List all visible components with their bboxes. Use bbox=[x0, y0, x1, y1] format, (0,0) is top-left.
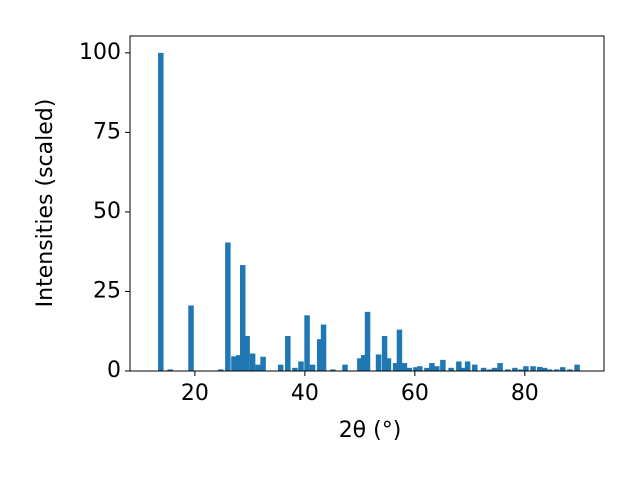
bar bbox=[385, 358, 392, 371]
bar bbox=[392, 363, 399, 371]
bar bbox=[401, 363, 408, 371]
bar bbox=[255, 364, 261, 371]
bar bbox=[417, 366, 423, 371]
x-tick-label: 80 bbox=[511, 381, 539, 406]
bar bbox=[292, 367, 298, 371]
bar bbox=[560, 367, 566, 371]
bar bbox=[440, 359, 446, 371]
bar bbox=[512, 367, 518, 371]
bar bbox=[464, 361, 471, 371]
bar bbox=[536, 366, 543, 371]
y-axis-label: Intensities (scaled) bbox=[33, 99, 58, 308]
bar bbox=[553, 369, 560, 371]
bar bbox=[456, 361, 462, 371]
x-tick-label: 20 bbox=[181, 381, 209, 406]
bar bbox=[461, 367, 467, 371]
bar bbox=[342, 364, 348, 371]
y-tick-label: 50 bbox=[93, 199, 121, 224]
bar bbox=[298, 361, 304, 371]
bar bbox=[546, 369, 553, 371]
bar bbox=[505, 369, 511, 371]
bar bbox=[574, 364, 580, 371]
bar bbox=[167, 369, 173, 371]
bar bbox=[320, 324, 327, 371]
bar bbox=[523, 366, 529, 371]
plot-frame bbox=[129, 35, 605, 372]
bar bbox=[497, 363, 503, 371]
bar bbox=[406, 367, 413, 371]
bar bbox=[424, 367, 430, 371]
bar bbox=[158, 52, 164, 371]
bar bbox=[188, 305, 194, 371]
bar bbox=[249, 353, 256, 371]
bar bbox=[260, 356, 266, 371]
bar bbox=[472, 364, 478, 371]
x-axis-label: 2θ (°) bbox=[339, 418, 402, 443]
bar bbox=[309, 364, 316, 371]
bar bbox=[231, 356, 237, 371]
bar bbox=[360, 355, 367, 371]
bar bbox=[491, 367, 498, 371]
bar bbox=[541, 367, 548, 371]
bar bbox=[330, 369, 336, 371]
bar bbox=[396, 329, 403, 371]
bar bbox=[225, 242, 231, 371]
y-tick-label: 100 bbox=[79, 40, 121, 65]
bar bbox=[375, 354, 382, 371]
bar bbox=[518, 369, 524, 371]
bar bbox=[285, 336, 291, 371]
bar bbox=[429, 363, 435, 371]
x-tick-label: 60 bbox=[401, 381, 429, 406]
bar bbox=[448, 367, 454, 371]
bar bbox=[304, 315, 310, 371]
bar bbox=[244, 336, 250, 371]
bar bbox=[316, 339, 323, 371]
bar bbox=[480, 367, 487, 371]
x-tick-label: 40 bbox=[291, 381, 319, 406]
bar bbox=[239, 265, 246, 371]
bar bbox=[530, 366, 536, 371]
bar bbox=[357, 358, 363, 371]
bar bbox=[277, 364, 284, 371]
bar bbox=[434, 366, 440, 371]
bar bbox=[364, 311, 371, 371]
bar bbox=[236, 355, 242, 371]
y-tick-label: 75 bbox=[93, 119, 121, 144]
bar bbox=[413, 367, 419, 371]
bar bbox=[217, 369, 224, 371]
bar bbox=[567, 369, 573, 371]
bar bbox=[486, 369, 493, 371]
y-tick-label: 0 bbox=[107, 358, 121, 383]
y-tick-label: 25 bbox=[93, 278, 121, 303]
bar bbox=[381, 336, 388, 371]
